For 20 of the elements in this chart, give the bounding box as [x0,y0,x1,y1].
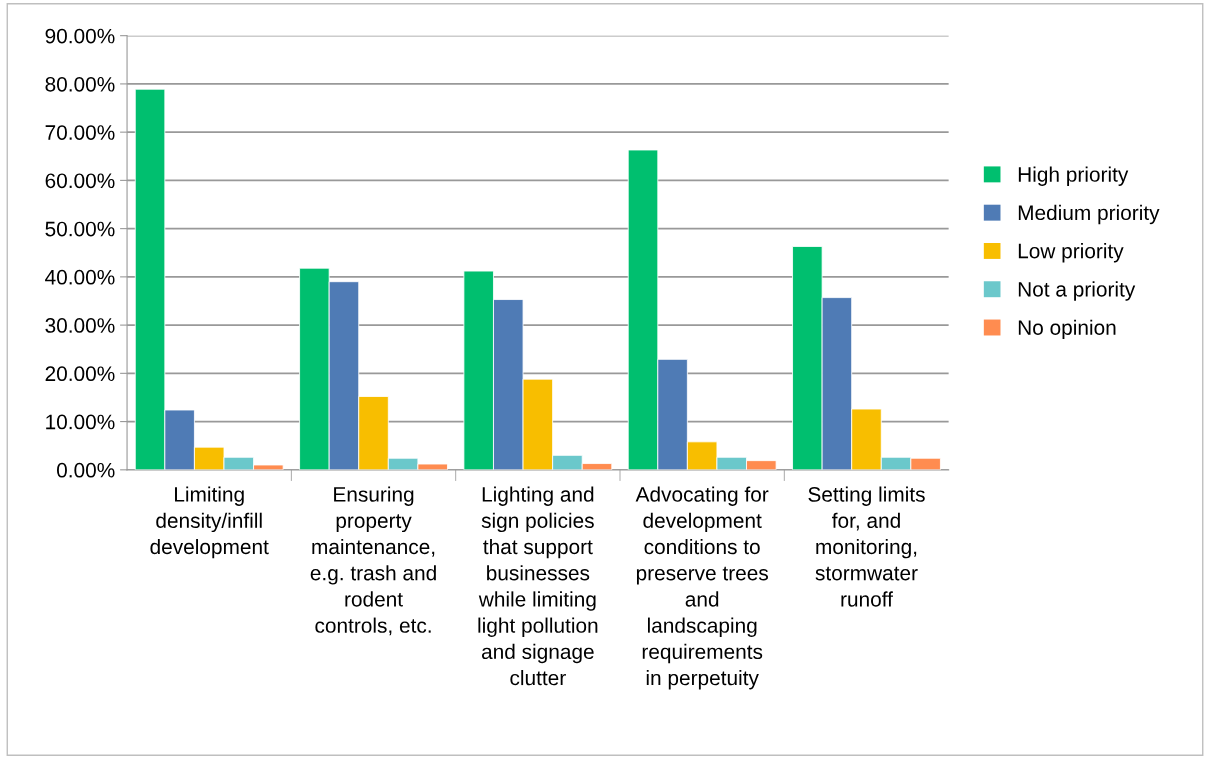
legend-label: Medium priority [1018,204,1160,225]
x-tick-label: Ensuring property maintenance, e.g. trash and rodent controls, etc. [310,486,436,636]
x-tick-label: Limiting density/infill development [150,486,269,559]
x-tick-label: Advocating for development conditions to preserve trees and landscaping requirements in perpetuity [635,486,769,690]
y-tick-label: 60.00% [45,173,115,189]
legend-label: Not a priority [1018,281,1136,301]
y-tick-label: 20.00% [45,366,115,382]
y-tick-label: 90.00% [45,28,115,44]
legend-label: Low priority [1018,243,1124,263]
legend-label: High priority [1018,166,1129,186]
legend-label: No opinion [1018,319,1116,340]
x-tick-label: Lighting and sign policies that support businesses while limiting light pollution and signage clutter [478,486,598,686]
y-tick-label: 50.00% [45,221,115,237]
x-tick-label: Setting limits for, and monitoring, stormwater runoff [808,486,925,607]
y-tick-label: 30.00% [45,318,115,333]
y-tick-label: 80.00% [45,76,115,92]
y-tick-label: 40.00% [45,269,115,285]
y-tick-label: 0.00% [56,462,115,478]
y-tick-label: 70.00% [45,125,115,140]
y-tick-label: 10.00% [46,414,115,430]
